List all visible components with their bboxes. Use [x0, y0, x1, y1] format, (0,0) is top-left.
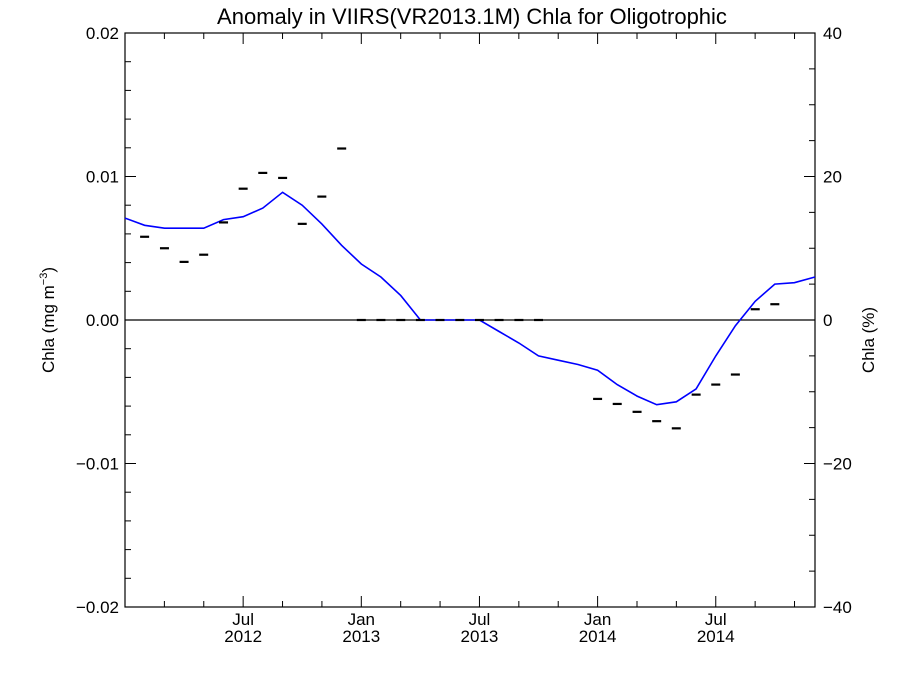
y-tick-label: 0.00: [86, 311, 119, 330]
series-line: [124, 191, 816, 406]
y2-tick-label: 0: [823, 311, 832, 330]
right-axis: 40 20 0 −20 −40: [804, 24, 852, 617]
y2-tick-label: 20: [823, 168, 842, 187]
left-axis: 0.02 0.01 0.00 −0.01 −0.02: [76, 24, 136, 617]
x-tick-year-label: 2014: [579, 627, 617, 646]
y-axis-label-close: ): [39, 267, 58, 273]
anomaly-line: [124, 191, 816, 406]
y2-tick-label: −40: [823, 598, 852, 617]
y2-axis-label: Chla (%): [859, 307, 878, 373]
y2-tick-label: 40: [823, 24, 842, 43]
x-tick-year-label: 2014: [697, 627, 735, 646]
series-markers: [140, 147, 780, 430]
x-tick-month-label: Jul: [469, 610, 491, 629]
x-tick-year-label: 2012: [224, 627, 262, 646]
x-tick-month-label: Jan: [348, 610, 375, 629]
x-tick-month-label: Jul: [705, 610, 727, 629]
chart-title: Anomaly in VIIRS(VR2013.1M) Chla for Oli…: [217, 4, 727, 29]
y-tick-label: 0.01: [86, 168, 119, 187]
y-tick-label: −0.02: [76, 598, 119, 617]
y-axis-label-main: Chla (mg m: [39, 285, 58, 373]
x-tick-year-label: 2013: [342, 627, 380, 646]
x-tick-month-label: Jul: [232, 610, 254, 629]
x-tick-year-label: 2013: [461, 627, 499, 646]
y2-tick-label: −20: [823, 455, 852, 474]
y-axis-label: Chla (mg m−3): [38, 267, 58, 373]
y-axis-label-exponent: −3: [38, 273, 50, 286]
y-tick-label: −0.01: [76, 455, 119, 474]
y-tick-label: 0.02: [86, 24, 119, 43]
x-tick-month-label: Jan: [584, 610, 611, 629]
